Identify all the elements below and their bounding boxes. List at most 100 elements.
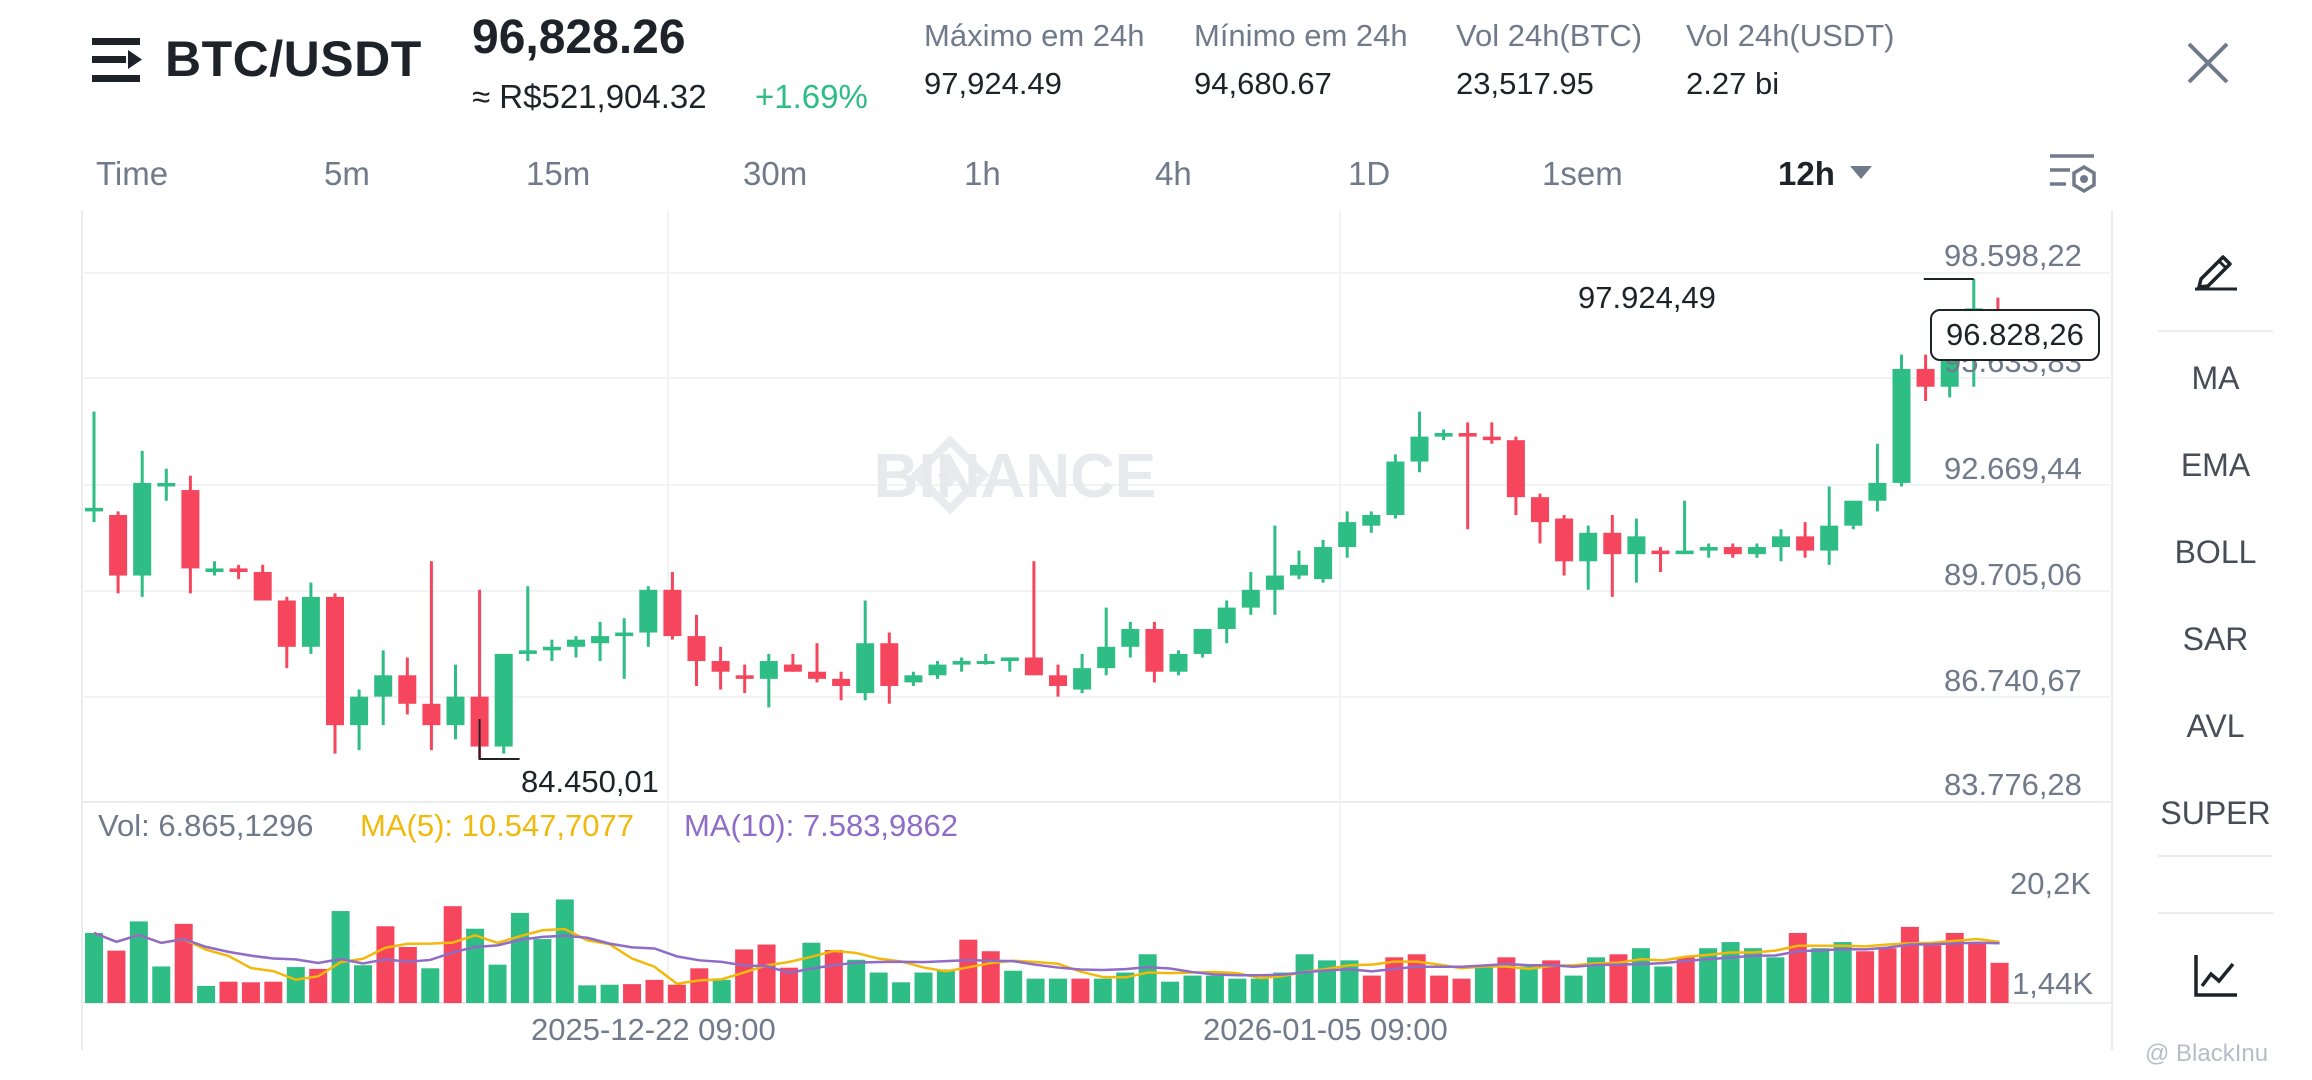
candle-body (1603, 532, 1622, 555)
volume-bar (1116, 972, 1135, 1003)
volume-bar (1631, 948, 1650, 1003)
binance-logo-icon (910, 435, 990, 515)
candle-body (567, 639, 585, 647)
indicator-super[interactable]: SUPER (2160, 795, 2271, 831)
volume-bar (959, 939, 978, 1003)
chevron-down-icon[interactable] (1850, 166, 1872, 180)
pair-title[interactable]: BTC/USDT (165, 31, 422, 87)
candle-body (181, 490, 200, 569)
volume-bar (1699, 948, 1718, 1003)
volume-bar (533, 939, 552, 1003)
low-price-label: 84.450,01 (521, 764, 659, 799)
volume-bar (309, 968, 328, 1003)
volume-ma10-line (93, 931, 2000, 977)
volume-bar (1228, 978, 1247, 1003)
volume-bar (1743, 948, 1762, 1003)
tab-1d[interactable]: 1D (1348, 155, 1391, 192)
volume-bar (1542, 960, 1561, 1003)
volume-bar (690, 968, 709, 1003)
stat-value-high: 97,924.49 (924, 66, 1062, 101)
volume-bar (1340, 960, 1359, 1003)
candle-body (277, 600, 296, 647)
tab-time[interactable]: Time (96, 155, 169, 192)
candle-body (687, 636, 706, 662)
vol-y-tick: 20,2K (2010, 866, 2092, 901)
candle-body (1723, 547, 1742, 555)
volume-bar (219, 981, 238, 1003)
vol-legend: Vol: 6.865,1296 (98, 808, 314, 843)
indicator-avl[interactable]: AVL (2186, 708, 2245, 744)
stat-label-high: Máximo em 24h (924, 18, 1145, 53)
draw-pencil-icon[interactable] (2193, 245, 2239, 291)
volume-bar (555, 899, 574, 1003)
high-price-label: 97.924,49 (1578, 280, 1716, 315)
candle-body (1145, 628, 1164, 672)
indicator-ma[interactable]: MA (2191, 360, 2240, 396)
candle-body (1193, 628, 1212, 654)
candle-body (783, 664, 802, 672)
stat-value-low: 94,680.67 (1194, 66, 1332, 101)
candle-body (1506, 440, 1525, 498)
candle-body (1892, 368, 1911, 483)
tab-1h[interactable]: 1h (964, 155, 1001, 192)
candle-body (1651, 550, 1670, 555)
candle-body (1772, 536, 1790, 548)
candle-body (1868, 482, 1887, 501)
candle-body (663, 589, 682, 637)
tab-1sem[interactable]: 1sem (1542, 155, 1623, 192)
sidebar-divider (2158, 330, 2273, 332)
indicator-sar[interactable]: SAR (2182, 621, 2249, 657)
volume-bar (1474, 966, 1493, 1003)
volume-bar (1654, 966, 1673, 1003)
close-icon[interactable] (2183, 38, 2233, 88)
volume-bar (1497, 957, 1516, 1003)
chart-settings-icon[interactable] (2048, 150, 2098, 198)
indicator-chart-icon[interactable] (2193, 952, 2239, 998)
volume-bar (600, 984, 619, 1003)
candle-body (591, 636, 610, 644)
volume-bar (1026, 978, 1045, 1003)
volume-bar (914, 972, 933, 1003)
candle-body (711, 661, 730, 672)
sidebar-divider (2158, 912, 2273, 914)
tab-4h[interactable]: 4h (1155, 155, 1192, 192)
tab-15m[interactable]: 15m (526, 155, 591, 192)
indicator-ema[interactable]: EMA (2180, 447, 2251, 483)
indicator-boll[interactable]: BOLL (2174, 534, 2257, 570)
volume-bar (1923, 945, 1942, 1003)
candle-body (1434, 433, 1453, 437)
candle-body (422, 703, 441, 726)
candle-body (1916, 368, 1935, 387)
candle-body (1579, 532, 1598, 562)
tab-5m[interactable]: 5m (324, 155, 370, 192)
volume-bar (1609, 954, 1628, 1003)
volume-bar (1205, 975, 1224, 1003)
volume-bar (936, 969, 955, 1003)
volume-bar (892, 982, 911, 1003)
volume-bar (354, 965, 373, 1003)
tab-12h[interactable]: 12h (1778, 155, 1835, 192)
volume-bar (241, 982, 260, 1003)
volume-bar (466, 928, 485, 1003)
volume-bar (107, 950, 126, 1003)
candle-body (832, 678, 851, 686)
price-change: +1.69% (755, 78, 868, 115)
volume-bar (1161, 981, 1180, 1003)
menu-icon[interactable] (92, 36, 144, 84)
candle-body (326, 596, 344, 726)
candle-body (1458, 433, 1477, 437)
y-tick-label: 83.776,28 (1944, 767, 2082, 802)
volume-bar (1295, 954, 1314, 1003)
volume-bar (510, 912, 529, 1003)
candle-body (374, 675, 393, 697)
volume-bar (1676, 957, 1695, 1003)
tab-30m[interactable]: 30m (743, 155, 808, 192)
candle-body (1217, 607, 1236, 629)
candle-body (1265, 575, 1284, 590)
candle-body (1290, 564, 1308, 576)
candle-body (229, 568, 248, 572)
volume-bar (757, 944, 776, 1003)
volume-bar (1430, 975, 1449, 1003)
candle-body (1024, 657, 1043, 676)
